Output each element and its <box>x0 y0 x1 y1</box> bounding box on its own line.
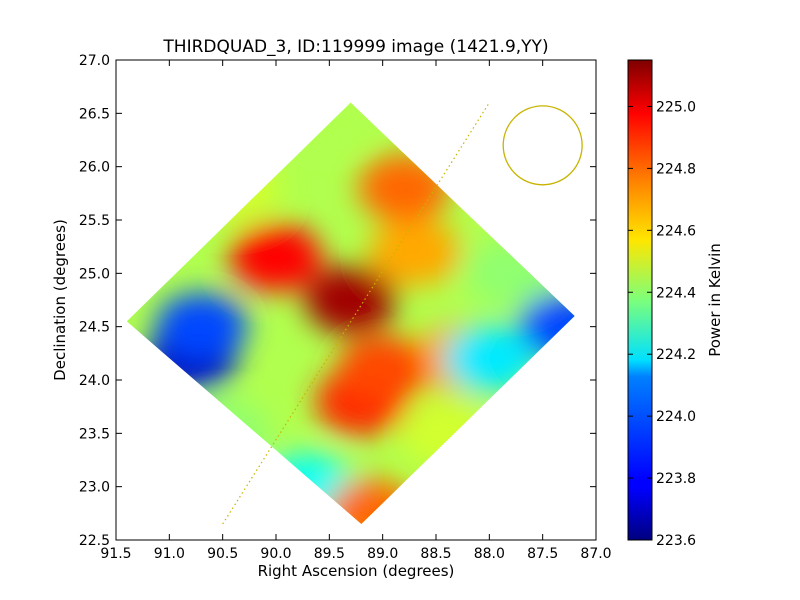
colorbar-tick-label: 224.4 <box>656 285 696 301</box>
colorbar-tick-label: 223.6 <box>656 533 696 549</box>
heatmap-area <box>115 59 597 541</box>
chart-title: THIRDQUAD_3, ID:119999 image (1421.9,YY) <box>162 37 548 57</box>
heat-blob <box>283 102 376 148</box>
x-tick-label: 90.0 <box>260 546 291 562</box>
colorbar-gradient <box>627 59 653 541</box>
heat-blob <box>358 154 450 222</box>
heat-blob <box>443 324 536 393</box>
x-tick-label: 90.5 <box>207 546 238 562</box>
heat-blob <box>176 399 269 468</box>
heat-blob <box>326 479 418 525</box>
x-tick-label: 89.0 <box>367 546 398 562</box>
x-tick-label: 88.0 <box>474 546 505 562</box>
y-tick-label: 26.5 <box>79 106 110 122</box>
heat-blob <box>187 154 280 222</box>
y-axis-label: Declination (degrees) <box>51 219 69 381</box>
x-tick-label: 91.0 <box>154 546 185 562</box>
x-tick-label: 87.0 <box>580 546 611 562</box>
y-tick-label: 24.0 <box>79 373 110 389</box>
x-tick-label: 87.5 <box>527 546 558 562</box>
heat-blob <box>368 218 461 286</box>
heat-blob <box>336 335 429 404</box>
y-tick-label: 26.0 <box>79 160 110 176</box>
heat-blob <box>400 399 493 468</box>
x-axis-label: Right Ascension (degrees) <box>258 562 455 580</box>
heat-blob <box>155 292 248 361</box>
y-tick-label: 22.5 <box>79 533 110 549</box>
heat-blob <box>230 223 322 292</box>
colorbar-tick-label: 225.0 <box>656 99 696 115</box>
y-tick-label: 27.0 <box>79 53 110 69</box>
y-axis: 22.5 23.0 23.5 24.0 24.5 25.0 25.5 26.0 26.5 27.0 <box>79 53 596 549</box>
plot-frame <box>115 59 597 541</box>
colorbar-tick-label: 224.2 <box>656 347 696 363</box>
x-tick-label: 91.5 <box>100 546 131 562</box>
heat-blob <box>304 266 397 334</box>
y-tick-label: 23.5 <box>79 426 110 442</box>
x-tick-label: 88.5 <box>420 546 451 562</box>
heat-blob <box>262 452 354 521</box>
colorbar-tick-label: 224.8 <box>656 161 696 177</box>
y-tick-label: 25.5 <box>79 213 110 229</box>
colorbar: 223.6 223.8 224.0 224.2 224.4 224.6 224.8 225.0… <box>627 59 724 549</box>
colorbar-tick-label: 223.8 <box>656 471 696 487</box>
y-tick-label: 23.0 <box>79 480 110 496</box>
y-tick-label: 24.5 <box>79 320 110 336</box>
y-tick-label: 25.0 <box>79 266 110 282</box>
colorbar-tick-label: 224.6 <box>656 223 696 239</box>
x-tick-label: 89.5 <box>314 546 345 562</box>
x-axis: 91.5 91.0 90.5 90.0 89.5 89.0 88.5 88.0 87.5 87.0 <box>100 60 612 562</box>
colorbar-tick-label: 224.0 <box>656 409 696 425</box>
beam-circle <box>502 105 583 186</box>
colorbar-label: Power in Kelvin <box>706 243 724 357</box>
